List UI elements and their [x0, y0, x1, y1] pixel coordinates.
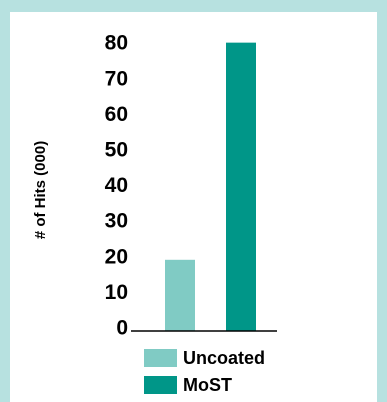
- y-axis-title: # of Hits (000): [32, 141, 49, 239]
- y-tick-label-80: 80: [105, 32, 128, 55]
- y-tick-labels: 0 10 20 30 40 50 60 70 80: [105, 32, 128, 340]
- legend: Uncoated MoST: [144, 348, 265, 395]
- y-tick-label-60: 60: [105, 103, 128, 126]
- y-tick-label-40: 40: [105, 174, 128, 197]
- y-tick-label-10: 10: [105, 281, 128, 304]
- bars: [165, 42, 256, 331]
- legend-swatch-uncoated: [144, 349, 177, 367]
- y-tick-label-70: 70: [105, 67, 128, 90]
- y-axis-title-text: # of Hits (000): [32, 141, 49, 239]
- legend-label-uncoated: Uncoated: [183, 348, 265, 368]
- y-tick-label-30: 30: [105, 210, 128, 233]
- y-tick-label-50: 50: [105, 139, 128, 162]
- bar-most: [226, 42, 256, 331]
- legend-swatch-most: [144, 376, 177, 394]
- y-tick-label-0: 0: [116, 317, 128, 340]
- legend-label-most: MoST: [183, 375, 232, 395]
- bar-uncoated: [165, 259, 195, 331]
- chart-panel: [10, 12, 377, 402]
- y-tick-label-20: 20: [105, 245, 128, 268]
